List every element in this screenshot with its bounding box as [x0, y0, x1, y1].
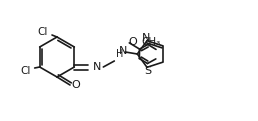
- Text: N: N: [119, 46, 128, 56]
- Text: CH₃: CH₃: [142, 37, 161, 47]
- Text: Cl: Cl: [20, 66, 31, 76]
- Text: Cl: Cl: [38, 27, 48, 37]
- Text: H: H: [116, 49, 124, 59]
- Text: S: S: [144, 66, 151, 76]
- Text: O: O: [72, 80, 80, 90]
- Text: O: O: [128, 37, 137, 47]
- Text: N: N: [93, 62, 102, 72]
- Text: N: N: [142, 33, 150, 43]
